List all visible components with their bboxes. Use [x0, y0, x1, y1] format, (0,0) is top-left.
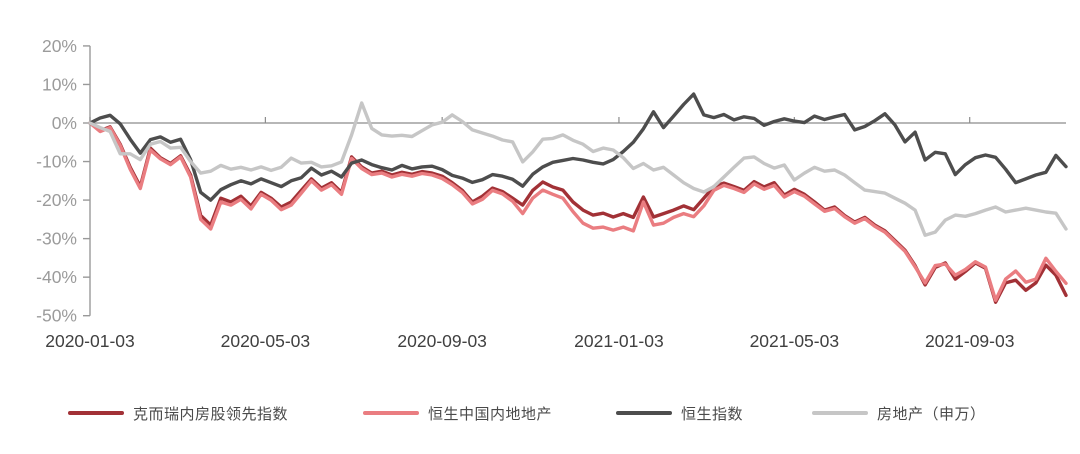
- x-axis-label: 2021-05-03: [750, 331, 840, 351]
- y-axis-label: -50%: [36, 306, 77, 326]
- legend-item-hang-seng-index: 恒生指数: [616, 402, 743, 424]
- y-axis-label: -20%: [36, 190, 77, 210]
- x-axis-label: 2020-09-03: [397, 331, 487, 351]
- y-axis-label: -30%: [36, 229, 77, 249]
- legend-item-hs-mainland-property: 恒生中国内地地产: [363, 402, 552, 424]
- legend-label-hs-mainland-property: 恒生中国内地地产: [428, 405, 553, 423]
- legend-label-sw-real-estate: 房地产（申万）: [877, 405, 986, 423]
- x-axis-label: 2020-01-03: [45, 331, 135, 351]
- y-axis-label: 20%: [42, 36, 77, 56]
- series-line-2: [88, 92, 1068, 202]
- legend-label-hang-seng-index: 恒生指数: [681, 405, 744, 423]
- x-axis-label: 2021-01-03: [574, 331, 664, 351]
- legend-swatch-hang-seng-index: [616, 410, 672, 416]
- y-axis-label: 10%: [42, 74, 77, 94]
- legend-swatch-kerry-index: [68, 410, 124, 416]
- y-axis-label: -40%: [36, 267, 77, 287]
- legend-swatch-sw-real-estate: [812, 410, 868, 416]
- x-axis-label: 2021-09-03: [925, 331, 1015, 351]
- y-axis-label: -10%: [36, 152, 77, 172]
- x-axis-label: 2020-05-03: [221, 331, 311, 351]
- legend-label-kerry-index: 克而瑞内房股领先指数: [133, 405, 289, 423]
- series-line-1: [88, 121, 1068, 302]
- legend-swatch-hs-mainland-property: [363, 410, 419, 416]
- y-axis-label: 0%: [52, 113, 77, 133]
- series-line-3: [88, 101, 1068, 237]
- legend-item-kerry-index: 克而瑞内房股领先指数: [68, 402, 288, 424]
- legend-item-sw-real-estate: 房地产（申万）: [812, 402, 986, 424]
- chart-legend: 克而瑞内房股领先指数 恒生中国内地地产 恒生指数 房地产（申万）: [0, 402, 1080, 428]
